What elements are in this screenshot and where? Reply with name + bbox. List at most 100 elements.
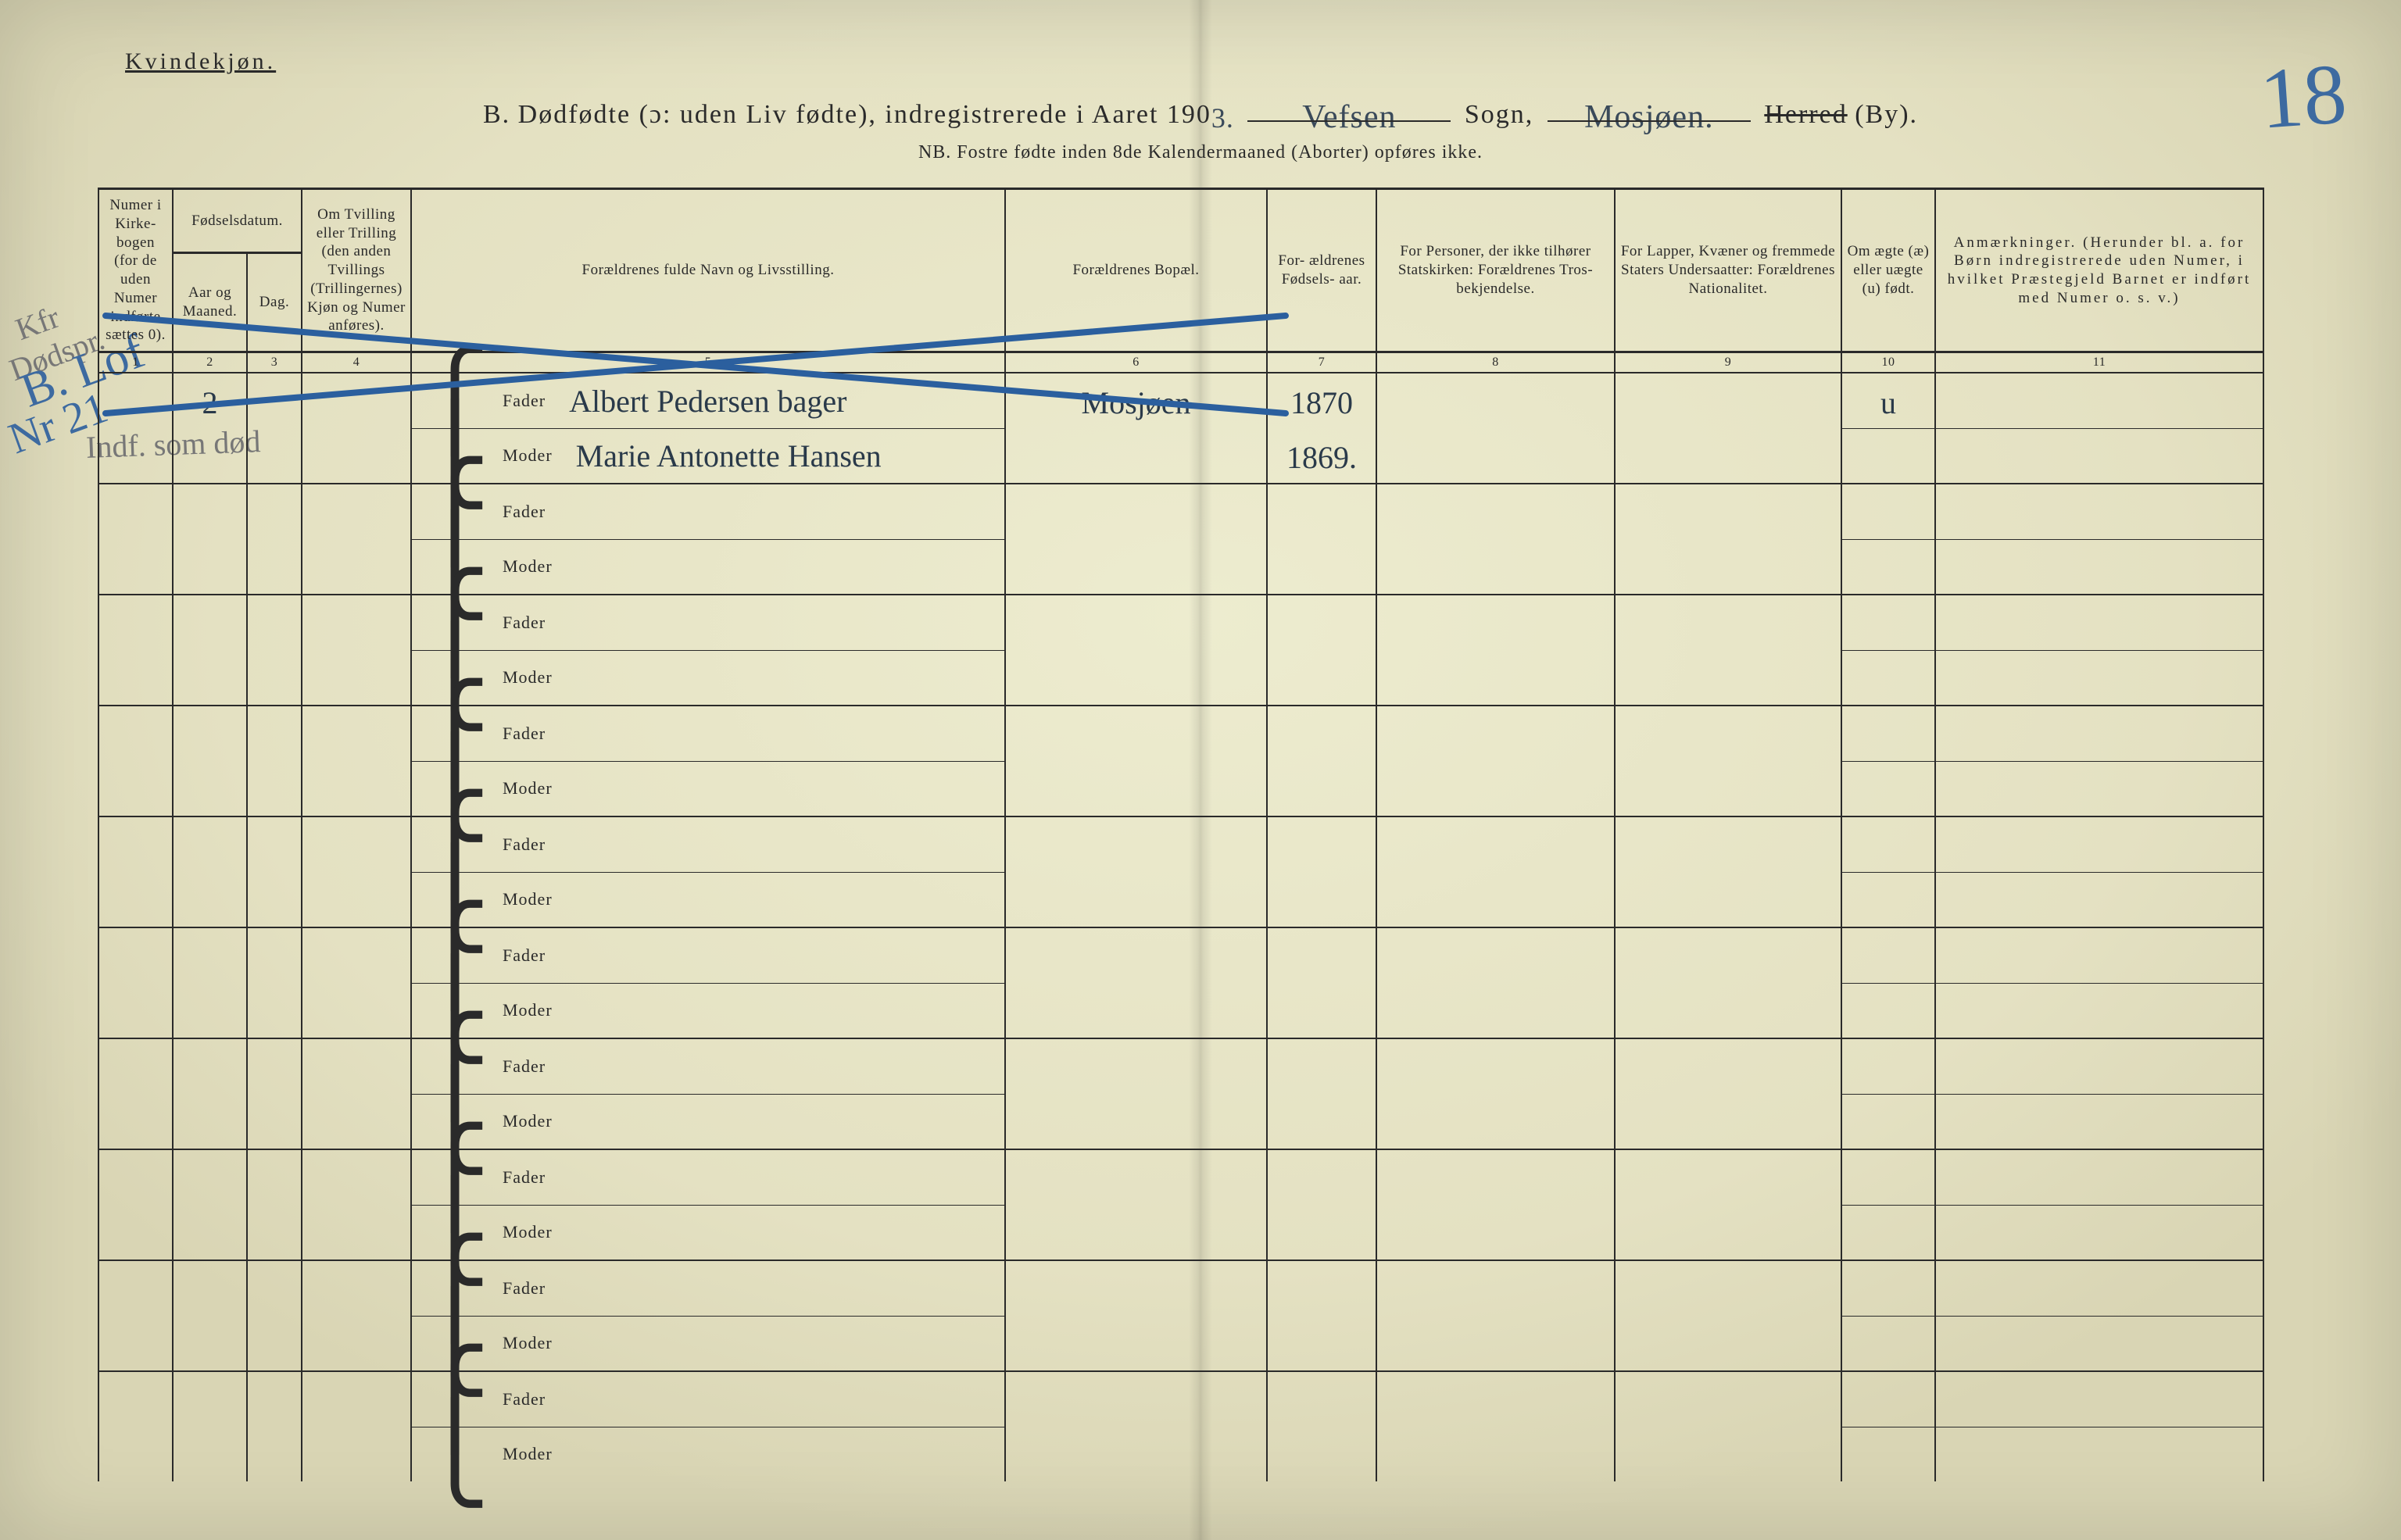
cell-c5-mother: ⎩ Moder <box>411 650 1005 706</box>
cell-c1 <box>98 927 173 1038</box>
parish-register-page: Kvindekjøn. 18 B. Dødfødte (ɔ: uden Liv … <box>0 0 2401 1540</box>
cell-c7-father <box>1267 1149 1376 1205</box>
cell-c11-top <box>1935 595 2263 650</box>
cell-c5-father: ⎧ Fader <box>411 1038 1005 1094</box>
mother-label: Moder <box>493 445 553 466</box>
father-label: Fader <box>493 945 546 966</box>
cell-c10-bottom <box>1841 1316 1935 1371</box>
cell-c10-top <box>1841 927 1935 983</box>
cell-c8 <box>1376 1038 1615 1149</box>
mother-label: Moder <box>493 1333 553 1353</box>
cell-c11-bottom <box>1935 1316 2263 1371</box>
cell-c5-mother: ⎩ Moder <box>411 1316 1005 1371</box>
cell-c10-bottom <box>1841 1205 1935 1260</box>
cell-c1 <box>98 1371 173 1481</box>
cell-c3 <box>247 484 302 595</box>
cell-c4 <box>302 1260 411 1371</box>
col-10-head: Om ægte (æ) eller uægte (u) født. <box>1841 189 1935 352</box>
cell-c9 <box>1615 927 1841 1038</box>
cell-c10-bottom <box>1841 983 1935 1038</box>
cell-c11-top <box>1935 484 2263 539</box>
cell-c7-mother <box>1267 983 1376 1038</box>
cell-c6 <box>1005 595 1267 706</box>
cell-c4 <box>302 927 411 1038</box>
father-label: Fader <box>493 834 546 855</box>
cell-c11-bottom <box>1935 761 2263 816</box>
cell-c11-bottom <box>1935 650 2263 706</box>
register-table: Numer i Kirke- bogen (for de uden Numer … <box>98 188 2264 1481</box>
cell-c10-bottom <box>1841 650 1935 706</box>
title-line: B. Dødfødte (ɔ: uden Liv fødte), indregi… <box>0 94 2401 130</box>
cell-c5-father: ⎧ Fader <box>411 1149 1005 1205</box>
cell-c9 <box>1615 1371 1841 1481</box>
col-1-head: Numer i Kirke- bogen (for de uden Numer … <box>98 189 173 352</box>
cell-c1 <box>98 1260 173 1371</box>
col-2-head: Aar og Maaned. <box>173 252 247 352</box>
cell-c11-bottom <box>1935 539 2263 595</box>
cell-c7-father <box>1267 1260 1376 1316</box>
cell-c5-mother: ⎩ Moder <box>411 983 1005 1038</box>
cell-c8 <box>1376 1371 1615 1481</box>
cell-c11-top <box>1935 816 2263 872</box>
cell-c8 <box>1376 816 1615 927</box>
mother-name: Marie Antonette Hansen <box>553 438 882 474</box>
subtitle-note: NB. Fostre fødte inden 8de Kalendermaane… <box>0 142 2401 163</box>
cell-c11-top <box>1935 706 2263 761</box>
cell-c3 <box>247 1149 302 1260</box>
cell-c10-top <box>1841 484 1935 539</box>
col-5-head: Forældrenes fulde Navn og Livsstilling. <box>411 189 1005 352</box>
cell-c11-top <box>1935 1149 2263 1205</box>
cell-c5-mother: ⎩ Moder <box>411 1205 1005 1260</box>
cell-c5-father: ⎧ Fader <box>411 1371 1005 1427</box>
cell-c8 <box>1376 1260 1615 1371</box>
cell-c6: Mosjøen <box>1005 373 1267 484</box>
cell-c9 <box>1615 1149 1841 1260</box>
cell-c11-bottom <box>1935 428 2263 484</box>
table-body: 2 ⎧ Fader Albert Pedersen bager Mosjøen1… <box>98 373 2263 1481</box>
cell-c11-bottom <box>1935 872 2263 927</box>
cell-c10-top <box>1841 1260 1935 1316</box>
col-2-3-group-head: Fødselsdatum. <box>173 189 302 253</box>
cell-c5-father: ⎧ Fader <box>411 484 1005 539</box>
cell-c10-top <box>1841 706 1935 761</box>
cell-c5-father: ⎧ Fader <box>411 927 1005 983</box>
father-name: Albert Pedersen bager <box>546 383 846 420</box>
mother-label: Moder <box>493 556 553 577</box>
col-6-num: 6 <box>1005 352 1267 373</box>
cell-c5-mother: ⎩ Moder <box>411 539 1005 595</box>
col-11-head: Anmærkninger. (Herunder bl. a. for Børn … <box>1935 189 2263 352</box>
cell-c1 <box>98 1038 173 1149</box>
cell-c7-father <box>1267 1038 1376 1094</box>
cell-c2 <box>173 595 247 706</box>
mother-label: Moder <box>493 1000 553 1020</box>
cell-c1 <box>98 1149 173 1260</box>
cell-c5-mother: ⎩ Moder <box>411 872 1005 927</box>
cell-c2 <box>173 1149 247 1260</box>
cell-c10-top <box>1841 816 1935 872</box>
section-letter: B. <box>483 100 510 129</box>
cell-c7-mother: 1869. <box>1267 428 1376 484</box>
herred-field: Mosjøen. <box>1548 94 1751 120</box>
cell-c8 <box>1376 484 1615 595</box>
cell-c10-bottom <box>1841 872 1935 927</box>
col-4-num: 4 <box>302 352 411 373</box>
cell-c2 <box>173 484 247 595</box>
cell-c7-father <box>1267 927 1376 983</box>
cell-c7-mother <box>1267 1427 1376 1481</box>
cell-c3 <box>247 373 302 484</box>
cell-c7-mother <box>1267 1316 1376 1371</box>
cell-c11-bottom <box>1935 983 2263 1038</box>
cell-c1 <box>98 706 173 816</box>
table-head: Numer i Kirke- bogen (for de uden Numer … <box>98 189 2263 373</box>
cell-c2 <box>173 927 247 1038</box>
mother-label: Moder <box>493 1444 553 1464</box>
father-label: Fader <box>493 1278 546 1299</box>
cell-c11-bottom <box>1935 1094 2263 1149</box>
herred-value: Mosjøen. <box>1584 99 1714 135</box>
cell-c4 <box>302 1038 411 1149</box>
cell-c6 <box>1005 927 1267 1038</box>
cell-c4 <box>302 706 411 816</box>
cell-c11-top <box>1935 927 2263 983</box>
cell-c2 <box>173 816 247 927</box>
cell-c7-father <box>1267 484 1376 539</box>
